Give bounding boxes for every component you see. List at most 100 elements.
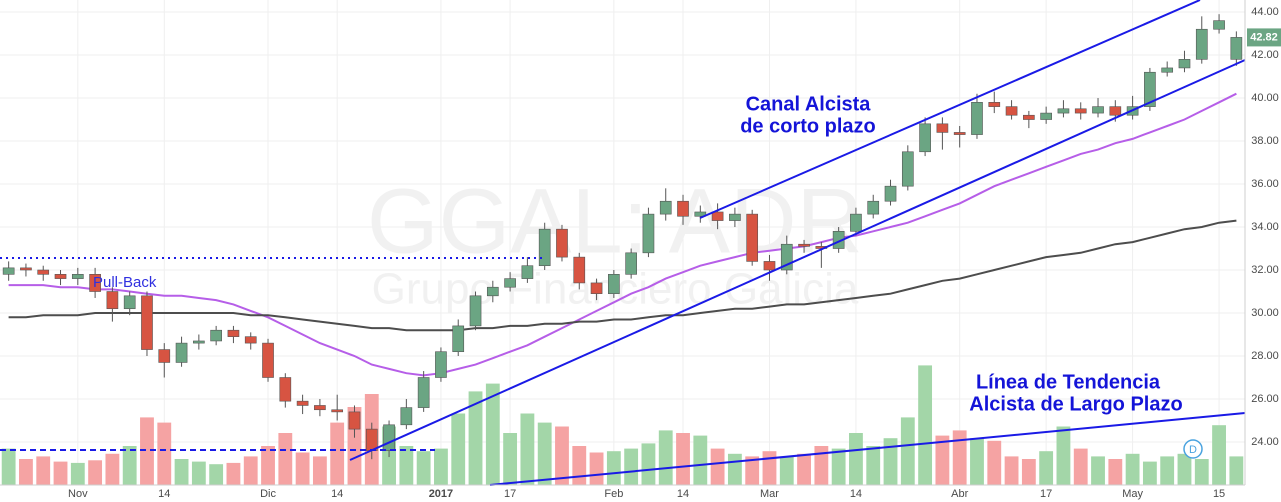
channel-label: de corto plazo (740, 115, 876, 137)
volume-bar (1056, 426, 1071, 485)
candle-body (504, 278, 516, 288)
candle-body (20, 267, 32, 271)
volume-bar (261, 446, 275, 485)
volume-bar (1073, 448, 1088, 485)
candle-body (2, 267, 15, 275)
volume-bar (883, 438, 898, 485)
candle-body (244, 336, 257, 344)
candle-body (175, 342, 188, 363)
volume-bar (503, 433, 518, 485)
volume-bar (416, 451, 431, 485)
last-price-box (1247, 28, 1281, 47)
candle-body (365, 428, 378, 451)
candle-body (469, 295, 482, 327)
candle-body (158, 349, 171, 363)
volume-bar (191, 461, 206, 485)
trend-label: Alcista de Largo Plazo (969, 393, 1182, 415)
candle-body (625, 252, 637, 275)
volume-bar (1, 448, 16, 485)
candle-body (556, 228, 568, 258)
candle-body (763, 261, 776, 271)
candle-body (123, 295, 136, 310)
volume-bar (537, 422, 552, 485)
candle-body (659, 200, 672, 215)
candle-body (573, 256, 586, 284)
x-tick-label: Dic (260, 488, 276, 500)
candle-body (884, 185, 897, 202)
volume-bar (745, 456, 760, 485)
volume-bar (935, 435, 950, 485)
candle-body (1074, 108, 1087, 114)
volume-bar (849, 433, 863, 485)
candle-body (1213, 20, 1225, 30)
candle-body (89, 274, 101, 292)
candle-body (936, 123, 949, 133)
candle-body (400, 407, 413, 426)
x-tick-label: 14 (677, 488, 689, 500)
grid (0, 0, 1245, 485)
y-tick-label: 34.00 (1251, 221, 1279, 233)
candle-body (486, 286, 499, 297)
dividend-marker[interactable] (1183, 439, 1203, 459)
volume-bar (174, 459, 189, 485)
candle-body (262, 342, 274, 378)
volume-bar (434, 448, 448, 485)
candle-body (383, 424, 395, 451)
volume-bar (779, 456, 794, 485)
candle-body (590, 282, 603, 294)
volume-bar (468, 391, 483, 485)
volume-bar (1229, 456, 1244, 485)
candle-body (1057, 108, 1070, 114)
candle-body (331, 409, 344, 413)
pullback-label: Pull-Back (93, 274, 157, 291)
y-tick-label: 44.00 (1251, 6, 1279, 18)
channel-upper (699, 0, 1201, 219)
candle-body (953, 132, 966, 135)
volume-bar (727, 453, 742, 485)
volume-bar (970, 438, 984, 485)
volume-bar (676, 433, 690, 485)
x-tick-label: 17 (1040, 488, 1052, 500)
volume-bar (918, 365, 933, 485)
candle-body (1023, 114, 1035, 120)
moving-average (8, 219, 1237, 332)
volume-bar (312, 456, 327, 485)
candle-body (867, 200, 880, 215)
volume-bar (157, 422, 172, 485)
candle-body (694, 211, 707, 217)
candle-body (210, 329, 222, 342)
volume-bar (520, 413, 535, 485)
candle-body (850, 213, 862, 232)
candle-body (1195, 28, 1208, 60)
x-tick-label: 17 (504, 488, 516, 500)
volume-bar (589, 452, 604, 485)
volume-bar (70, 462, 85, 485)
volume-bar (1194, 459, 1209, 485)
watermark-symbol: GGAL: ADR (367, 170, 863, 272)
candle-body (417, 377, 430, 408)
candle-body (919, 123, 931, 153)
volume-bar (1177, 453, 1192, 485)
candle-body (677, 200, 689, 217)
volume-bar (451, 413, 466, 485)
y-axis-panel (1245, 0, 1281, 502)
candle-body (608, 274, 620, 294)
volume-bar (243, 456, 258, 485)
volume-bar (485, 383, 500, 485)
axes: 24.00 26.00 28.00 30.00 32.00 34.00 36.00 38.00… (68, 6, 1281, 500)
volume-bar (1108, 459, 1123, 485)
candle-body (729, 213, 741, 221)
dividend-label[interactable]: D (1189, 444, 1197, 456)
candle-body (901, 151, 914, 187)
volume-bar (88, 460, 103, 485)
candle-body (1092, 106, 1104, 114)
volume-bar (1039, 451, 1054, 485)
channel-lower (349, 59, 1246, 461)
candle-body (798, 243, 810, 247)
volume-bar (399, 446, 414, 485)
candle-body (988, 102, 1001, 107)
candle-body (1178, 59, 1191, 69)
